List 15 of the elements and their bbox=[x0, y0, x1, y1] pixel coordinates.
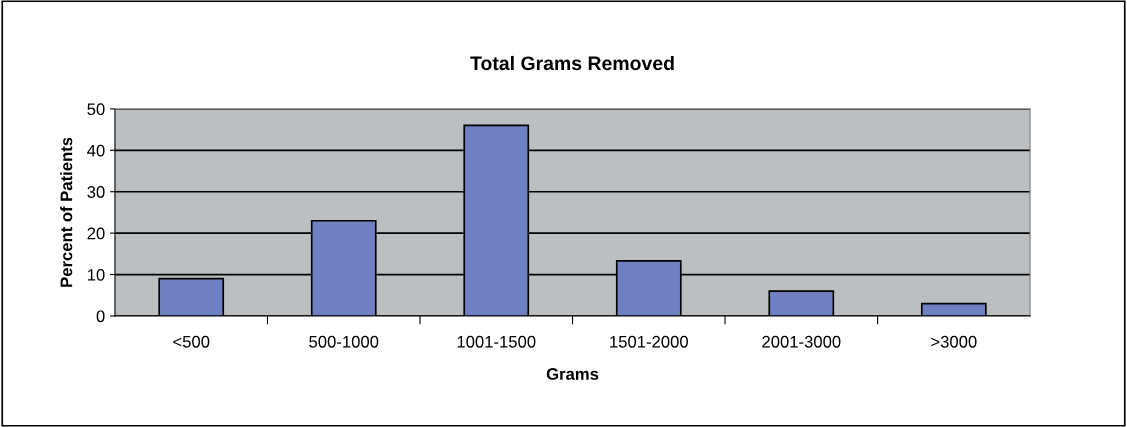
x-tick-label: 1501-2000 bbox=[610, 335, 688, 348]
chart-title: Total Grams Removed bbox=[470, 55, 674, 71]
y-tick-label: 50 bbox=[87, 103, 105, 116]
x-tick-label: 500-1000 bbox=[309, 335, 379, 348]
x-tick-label: 1001-1500 bbox=[457, 335, 536, 348]
y-tick-label: 30 bbox=[87, 186, 105, 198]
y-tick-label: 0 bbox=[96, 310, 105, 323]
x-axis-title: Grams bbox=[546, 368, 599, 380]
x-tick-label: >3000 bbox=[931, 335, 977, 348]
x-tick-label: <500 bbox=[173, 335, 210, 348]
x-tick-label: 2001-3000 bbox=[762, 335, 841, 348]
y-tick-label: 40 bbox=[87, 144, 105, 157]
y-tick-label: 20 bbox=[87, 227, 105, 240]
y-tick-label: 10 bbox=[87, 268, 105, 281]
y-axis-title: Percent of Patients bbox=[60, 137, 73, 287]
